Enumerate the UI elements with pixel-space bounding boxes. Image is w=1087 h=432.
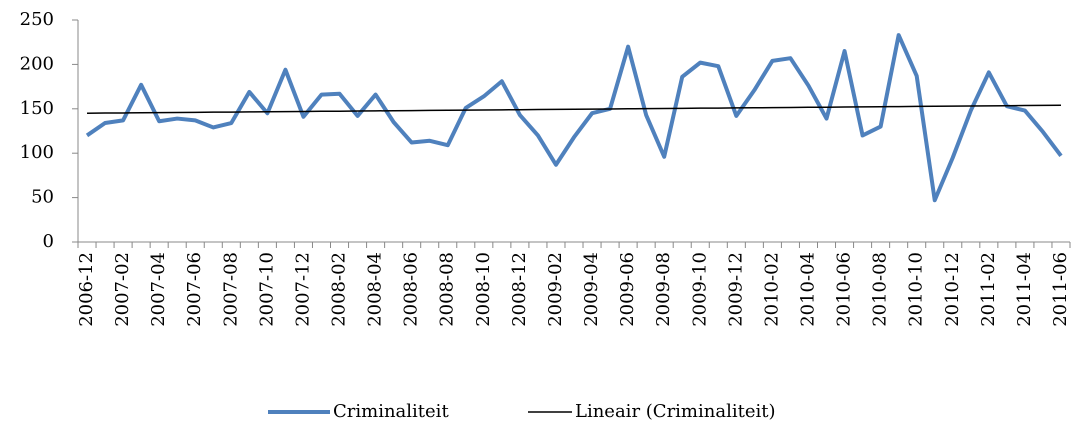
x-tick-label: 2007-10 — [256, 252, 277, 327]
x-tick-label: 2010-10 — [906, 252, 927, 327]
y-tick-label: 150 — [20, 98, 54, 119]
x-tick-label: 2008-12 — [509, 252, 530, 327]
x-tick-label: 2008-02 — [329, 252, 350, 327]
x-tick-label: 2007-06 — [184, 252, 205, 327]
x-tick-label: 2011-02 — [978, 252, 999, 327]
x-tick-label: 2009-06 — [617, 252, 638, 327]
x-tick-label: 2007-12 — [292, 252, 313, 327]
x-tick-label: 2009-02 — [545, 252, 566, 327]
legend-label: Lineair (Criminaliteit) — [575, 401, 776, 422]
x-tick-label: 2008-10 — [473, 252, 494, 327]
y-tick-label: 100 — [20, 142, 54, 163]
y-tick-label: 0 — [43, 231, 54, 252]
x-tick-label: 2007-02 — [112, 252, 133, 327]
x-tick-label: 2008-04 — [365, 252, 386, 327]
x-tick-label: 2010-08 — [870, 252, 891, 327]
x-tick-label: 2010-02 — [761, 252, 782, 327]
series-line — [85, 33, 1063, 203]
x-tick-label: 2008-06 — [401, 252, 422, 327]
x-tick-label: 2009-08 — [653, 252, 674, 327]
x-tick-label: 2009-04 — [581, 252, 602, 327]
x-tick-label: 2010-04 — [797, 252, 818, 327]
x-tick-label: 2010-12 — [942, 252, 963, 327]
legend-label: Criminaliteit — [333, 401, 449, 422]
x-tick-label: 2009-12 — [725, 252, 746, 327]
x-tick-label: 2007-08 — [220, 252, 241, 327]
x-tick-label: 2009-10 — [689, 252, 710, 327]
x-tick-label: 2006-12 — [76, 252, 97, 327]
x-tick-label: 2011-06 — [1050, 252, 1071, 327]
x-tick-label: 2008-08 — [437, 252, 458, 327]
y-tick-label: 200 — [20, 53, 54, 74]
x-tick-label: 2007-04 — [148, 252, 169, 327]
series-line — [87, 104, 1061, 114]
y-tick-label: 250 — [20, 9, 54, 30]
x-tick-label: 2010-06 — [834, 252, 855, 327]
x-tick-label: 2011-04 — [1014, 252, 1035, 327]
y-tick-label: 50 — [31, 187, 54, 208]
